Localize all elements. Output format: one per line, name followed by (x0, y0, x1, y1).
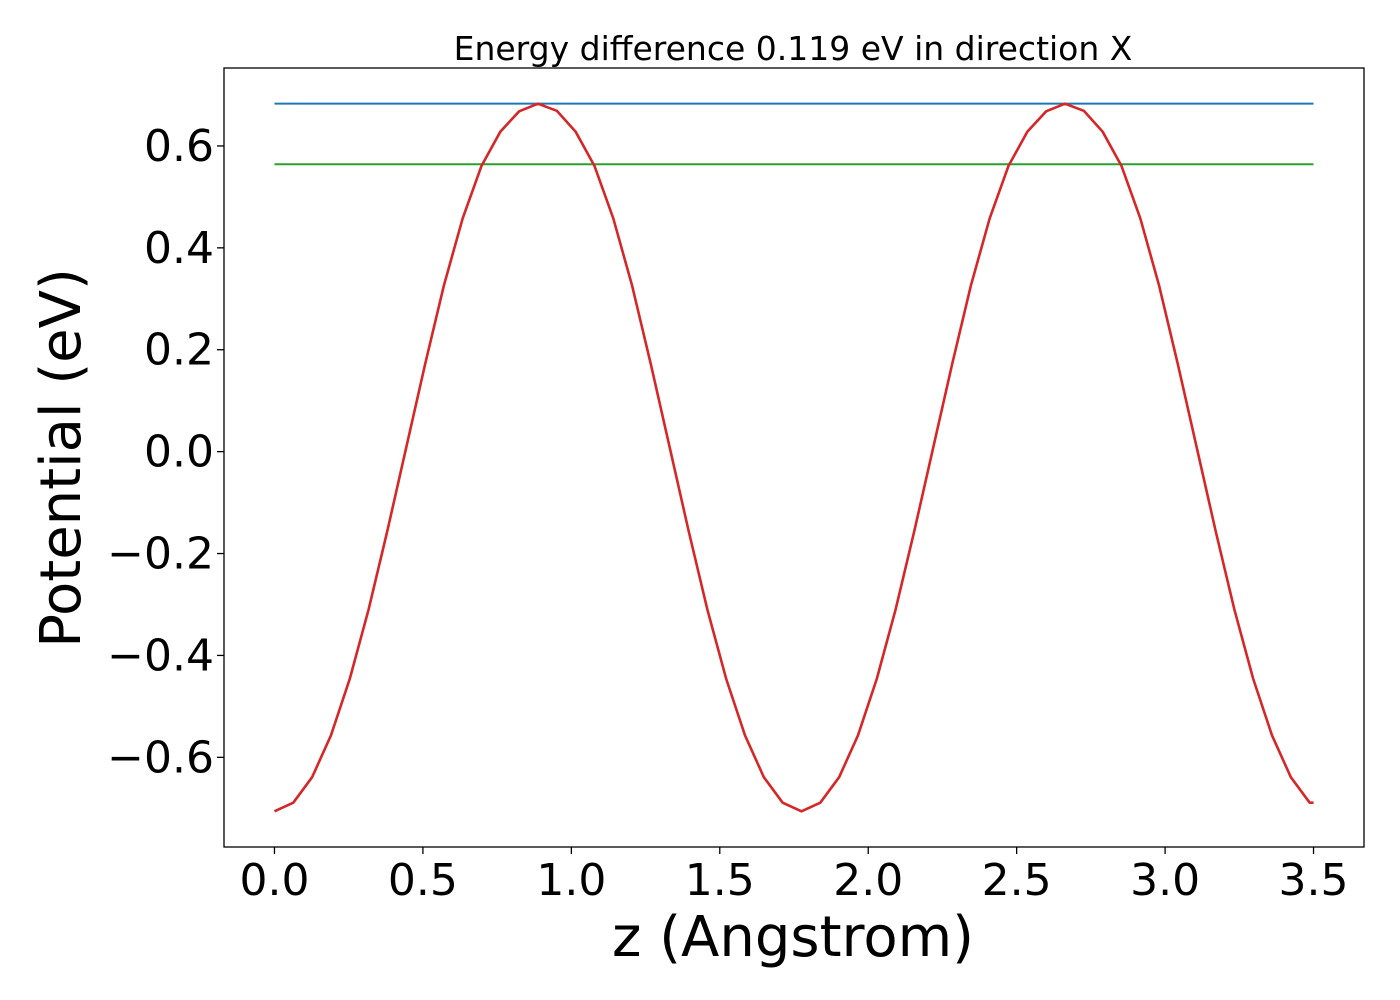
y-tick-label: 0.0 (144, 427, 214, 478)
series-line-0 (273, 102, 1314, 813)
x-tick-label: 3.0 (1130, 855, 1200, 906)
y-tick-label: −0.4 (107, 630, 214, 681)
plot-frame (223, 67, 1365, 848)
chart-title: Energy difference 0.119 eV in direction … (454, 29, 1133, 68)
y-axis-label: Potential (eV) (29, 268, 94, 648)
x-axis-label: z (Angstrom) (612, 905, 974, 970)
y-tick-label: −0.6 (107, 732, 214, 783)
y-tick-label: 0.2 (144, 325, 214, 376)
y-tick-label: −0.2 (107, 529, 214, 580)
y-tick-label: 0.6 (144, 121, 214, 172)
x-tick-label: 0.5 (388, 855, 458, 906)
x-tick-label: 0.0 (239, 855, 309, 906)
x-tick-label: 2.5 (982, 855, 1052, 906)
y-axis-ticks: −0.6 −0.4 −0.2 0.0 0.2 0.4 0.6 (107, 121, 224, 783)
series-layer (273, 102, 1314, 813)
x-tick-label: 3.5 (1279, 855, 1349, 906)
x-tick-label: 1.0 (536, 855, 606, 906)
x-tick-label: 2.0 (833, 855, 903, 906)
x-tick-label: 1.5 (685, 855, 755, 906)
y-tick-label: 0.4 (144, 223, 214, 274)
x-axis-ticks: 0.0 0.5 1.0 1.5 2.0 2.5 3.0 3.5 (239, 847, 1349, 906)
